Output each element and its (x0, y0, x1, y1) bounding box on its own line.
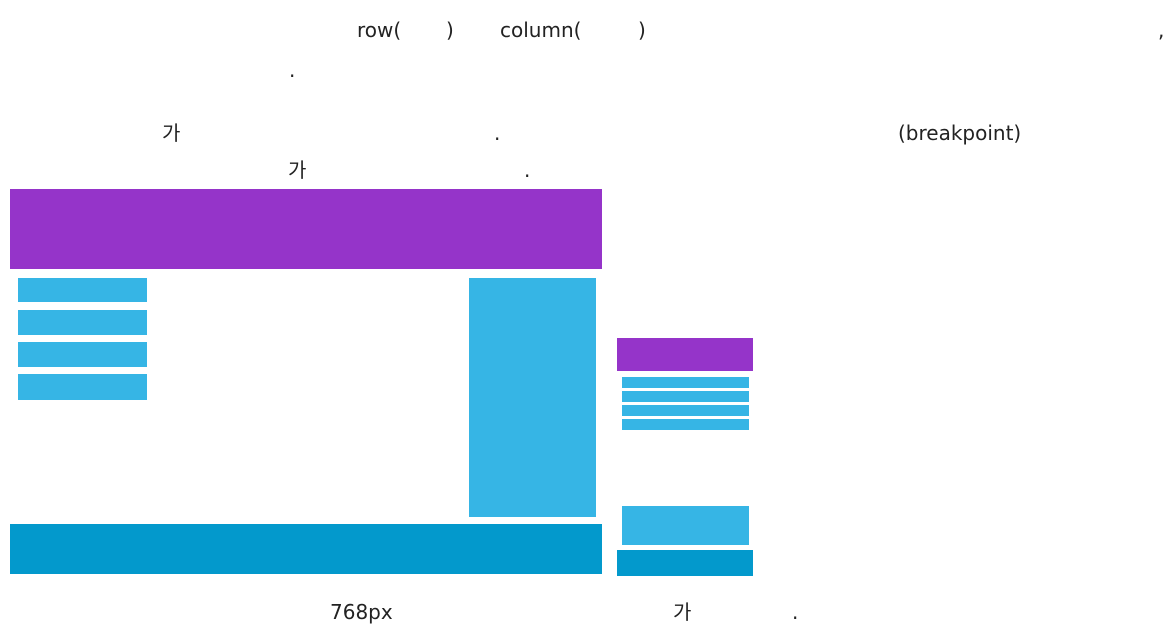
text-fragment: 가 (288, 158, 307, 182)
nav-item (18, 374, 147, 400)
nav-item (622, 377, 749, 388)
text-fragment: . (494, 121, 501, 145)
nav-item (622, 419, 749, 430)
text-fragment: . (524, 158, 531, 182)
sidebar-block (622, 506, 749, 545)
text-fragment: column( (500, 18, 582, 42)
sidebar-block (469, 278, 596, 517)
text-fragment: ) (638, 18, 646, 42)
text-fragment: . (289, 58, 296, 82)
text-fragment: 가 (673, 600, 692, 624)
nav-item (18, 278, 147, 302)
nav-item (622, 405, 749, 416)
header-block (10, 189, 602, 269)
nav-item (18, 342, 147, 367)
nav-item (622, 391, 749, 402)
footer-block (617, 550, 753, 576)
header-block (617, 338, 753, 371)
footer-block (10, 524, 602, 574)
text-fragment: , (1158, 18, 1165, 42)
text-fragment: 가 (162, 121, 181, 145)
text-fragment: 768px (330, 600, 393, 624)
text-fragment: row( (357, 18, 402, 42)
text-fragment: . (792, 600, 799, 624)
text-fragment: ) (446, 18, 454, 42)
nav-item (18, 310, 147, 335)
text-fragment: (breakpoint) (898, 121, 1022, 145)
